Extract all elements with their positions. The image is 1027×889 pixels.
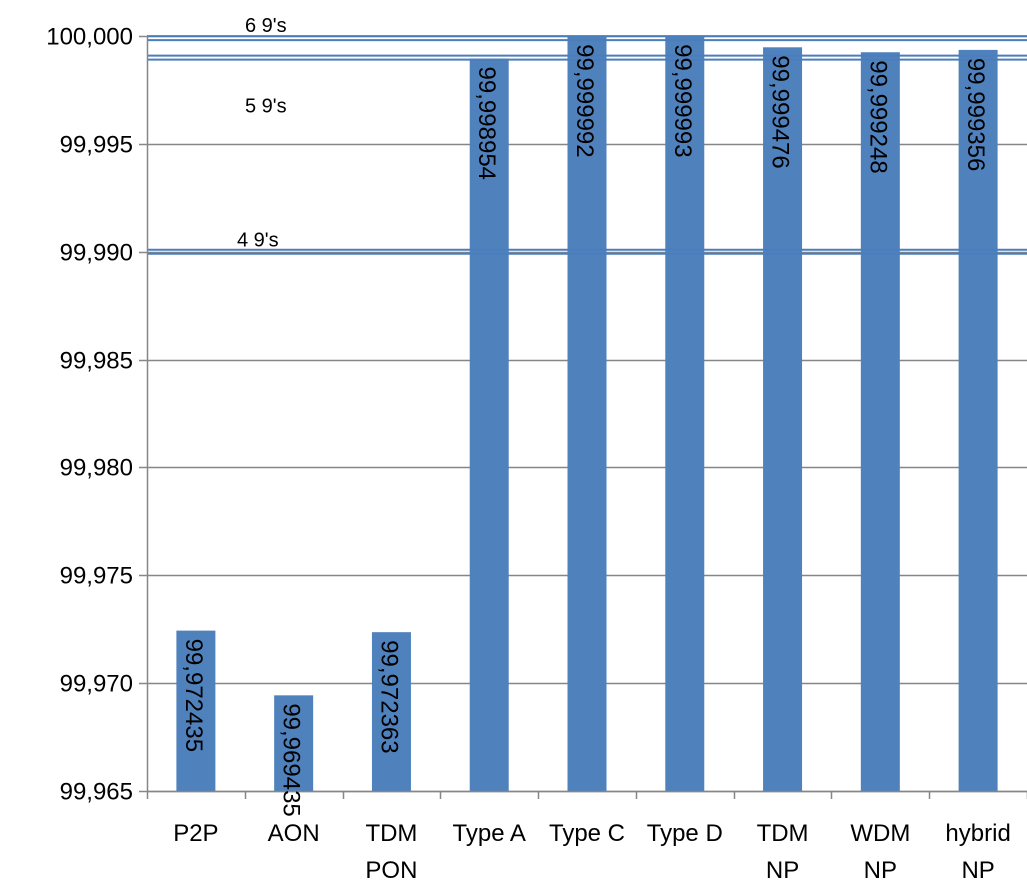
axes (139, 35, 1027, 799)
x-tick-label: TDM (365, 820, 417, 847)
bars (176, 36, 998, 792)
bar-value-label: 99,972435 (180, 639, 207, 752)
bar-value-labels: 99,972435 99,969435 99,972363 99,998954 99,9… (180, 44, 989, 817)
y-tick-label: 100,000 (46, 24, 133, 51)
y-tick-labels: 99,965 99,970 99,975 99,980 99,985 99,990 99,9… (46, 24, 133, 806)
reference-line-label: 5 9's (245, 96, 287, 118)
bar (567, 36, 607, 792)
bar (958, 49, 998, 792)
y-tick-label: 99,970 (60, 671, 133, 698)
x-tick-label: WDM (850, 820, 910, 847)
y-tick-label: 99,995 (60, 132, 133, 159)
bar-value-label: 99,999356 (962, 58, 989, 171)
y-tick-label: 99,965 (60, 779, 133, 806)
x-tick-label: Type C (549, 820, 625, 847)
bar (860, 52, 900, 791)
bar-value-label: 99,999248 (864, 60, 891, 173)
x-tick-label: Type D (647, 820, 723, 847)
bar-value-label: 99,972363 (375, 640, 402, 753)
x-tick-label: hybrid (945, 820, 1010, 847)
bar (274, 695, 314, 791)
y-tick-label: 99,980 (60, 455, 133, 482)
bar-value-label: 99,999993 (669, 44, 696, 157)
x-tick-label: P2P (173, 820, 218, 847)
bar (665, 36, 705, 791)
x-tick-label: PON (365, 857, 417, 884)
x-tick-label: AON (268, 820, 320, 847)
bar-value-label: 99,999992 (571, 44, 598, 157)
bar (763, 47, 803, 792)
x-tick-labels: P2P AON TDM PON Type A Type C Type D TDM NP WDM NP… (173, 820, 1011, 884)
bar (469, 58, 509, 791)
y-tick-label: 99,990 (60, 240, 133, 267)
bar (176, 630, 216, 791)
reference-line-label: 4 9's (237, 230, 279, 252)
x-tick-label: NP (961, 857, 994, 884)
x-tick-label: NP (864, 857, 897, 884)
x-tick-label: Type A (453, 820, 526, 847)
x-tick-label: TDM (757, 820, 809, 847)
reference-line-label: 6 9's (245, 15, 287, 37)
reference-lines: 6 9's 5 9's 4 9's (147, 15, 1027, 255)
x-tick-label: NP (766, 857, 799, 884)
bar-value-label: 99,998954 (473, 67, 500, 180)
bar (371, 632, 411, 791)
bar-value-label: 99,969435 (278, 703, 305, 816)
y-tick-label: 99,985 (60, 348, 133, 375)
bar-value-label: 99,999476 (767, 55, 794, 168)
y-tick-label: 99,975 (60, 563, 133, 590)
